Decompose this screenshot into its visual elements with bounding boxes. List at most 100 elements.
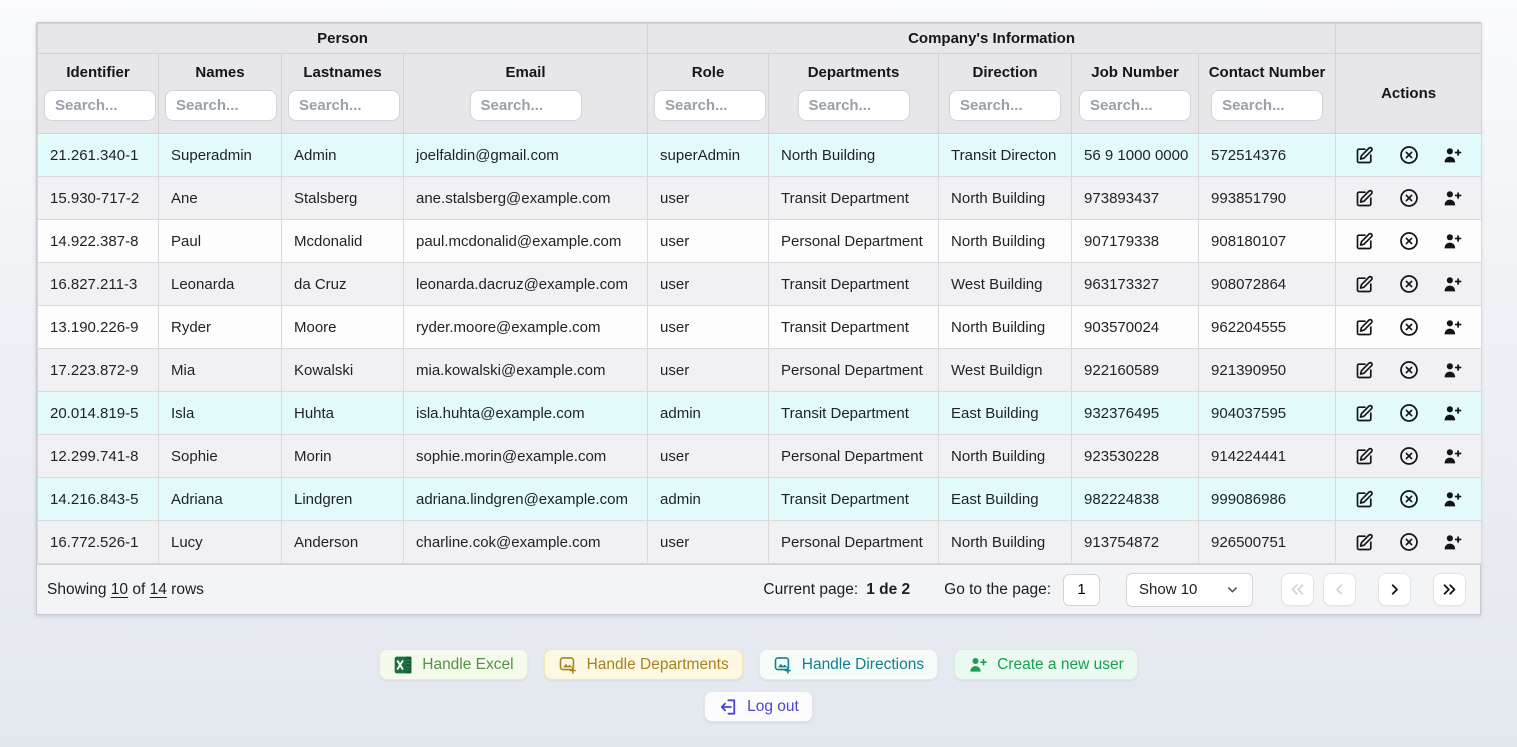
search-input-departments[interactable] [797, 90, 910, 121]
delete-user-button[interactable] [1396, 357, 1422, 383]
cell-email: isla.huhta@example.com [402, 391, 649, 435]
cell-names: Adriana [158, 477, 282, 521]
delete-user-button[interactable] [1396, 443, 1422, 469]
search-input-names[interactable] [165, 90, 277, 121]
logout-label: Log out [747, 697, 799, 715]
cell-names: Paul [158, 219, 282, 263]
x-circle-icon [1398, 275, 1420, 298]
cell-contact-number: 999086986 [1198, 477, 1337, 521]
search-input-lastnames[interactable] [288, 90, 400, 121]
user-plus-icon [1442, 319, 1463, 341]
add-user-row-button[interactable] [1440, 229, 1465, 254]
add-user-row-button[interactable] [1440, 487, 1465, 512]
cell-lastnames: da Cruz [281, 262, 404, 306]
delete-user-button[interactable] [1396, 400, 1422, 426]
table-row: 21.261.340-1 Superadmin Admin joelfaldin… [37, 133, 1483, 177]
edit-user-button[interactable] [1352, 487, 1377, 512]
image-plus-icon [558, 655, 578, 675]
handle-directions-button[interactable]: Handle Directions [758, 649, 939, 680]
goto-page-input[interactable] [1063, 573, 1100, 606]
cell-names: Leonarda [158, 262, 282, 306]
user-plus-icon [1442, 534, 1463, 556]
cell-actions [1335, 305, 1483, 349]
last-page-button[interactable] [1433, 573, 1466, 606]
column-header-names: Names [158, 53, 282, 134]
cell-contact-number: 962204555 [1198, 305, 1337, 349]
first-page-button[interactable] [1281, 573, 1314, 606]
cell-lastnames: Morin [281, 434, 404, 478]
column-label: Lastnames [303, 64, 382, 81]
add-user-row-button[interactable] [1440, 272, 1465, 297]
cell-departments: Transit Department [768, 262, 940, 306]
users-table-card: Person Company's Information Identifier … [36, 22, 1483, 615]
logout-button[interactable]: Log out [704, 691, 813, 722]
edit-user-button[interactable] [1352, 530, 1377, 555]
search-input-role[interactable] [654, 90, 767, 121]
cell-actions [1335, 348, 1483, 392]
delete-user-button[interactable] [1396, 142, 1422, 168]
page-size-value: Show 10 [1139, 581, 1198, 598]
cell-identifier: 20.014.819-5 [37, 391, 159, 435]
add-user-row-button[interactable] [1440, 186, 1465, 211]
user-plus-icon [1442, 147, 1463, 169]
handle-directions-label: Handle Directions [801, 655, 925, 673]
edit-user-button[interactable] [1352, 186, 1377, 211]
previous-page-button[interactable] [1323, 573, 1356, 606]
column-label: Email [505, 64, 546, 81]
cell-departments: Personal Department [768, 434, 940, 478]
delete-user-button[interactable] [1396, 271, 1422, 297]
cell-lastnames: Moore [281, 305, 404, 349]
add-user-row-button[interactable] [1440, 143, 1465, 168]
add-user-row-button[interactable] [1440, 401, 1465, 426]
column-header-job-number: Job Number [1071, 53, 1200, 134]
delete-user-button[interactable] [1396, 529, 1422, 555]
search-input-job-number[interactable] [1079, 90, 1192, 121]
edit-icon [1354, 189, 1375, 212]
edit-icon [1354, 275, 1375, 298]
next-page-button[interactable] [1378, 573, 1411, 606]
cell-email: leonarda.dacruz@example.com [402, 262, 649, 306]
search-input-contact-number[interactable] [1211, 90, 1324, 121]
edit-icon [1354, 361, 1375, 384]
edit-user-button[interactable] [1352, 444, 1377, 469]
add-user-row-button[interactable] [1440, 530, 1465, 555]
edit-user-button[interactable] [1352, 143, 1377, 168]
user-plus-icon [1442, 448, 1463, 470]
edit-user-button[interactable] [1352, 272, 1377, 297]
create-new-user-button[interactable]: Create a new user [954, 649, 1138, 680]
cell-contact-number: 908180107 [1198, 219, 1337, 263]
table-row: 16.827.211-3 Leonarda da Cruz leonarda.d… [37, 262, 1483, 306]
cell-identifier: 15.930-717-2 [37, 176, 159, 220]
add-user-row-button[interactable] [1440, 358, 1465, 383]
image-plus-icon [773, 655, 793, 675]
cell-email: ane.stalsberg@example.com [402, 176, 649, 220]
add-user-row-button[interactable] [1440, 315, 1465, 340]
edit-icon [1354, 318, 1375, 341]
search-input-identifier[interactable] [44, 90, 156, 121]
cell-departments: Transit Department [768, 477, 940, 521]
column-header-actions: Actions [1335, 53, 1483, 134]
delete-user-button[interactable] [1396, 486, 1422, 512]
delete-user-button[interactable] [1396, 314, 1422, 340]
edit-user-button[interactable] [1352, 229, 1377, 254]
user-plus-icon [1442, 233, 1463, 255]
edit-user-button[interactable] [1352, 358, 1377, 383]
handle-excel-button[interactable]: Handle Excel [379, 649, 528, 680]
cell-lastnames: Stalsberg [281, 176, 404, 220]
cell-direction: North Building [938, 520, 1073, 564]
column-label: Contact Number [1208, 64, 1326, 81]
search-input-direction[interactable] [949, 90, 1062, 121]
user-admin-page: Person Company's Information Identifier … [36, 22, 1483, 722]
x-circle-icon [1398, 318, 1420, 341]
edit-user-button[interactable] [1352, 401, 1377, 426]
search-input-email[interactable] [469, 90, 582, 121]
edit-user-button[interactable] [1352, 315, 1377, 340]
delete-user-button[interactable] [1396, 228, 1422, 254]
handle-departments-button[interactable]: Handle Departments [543, 649, 743, 680]
add-user-row-button[interactable] [1440, 444, 1465, 469]
page-size-select[interactable]: Show 10 [1126, 572, 1253, 607]
delete-user-button[interactable] [1396, 185, 1422, 211]
cell-contact-number: 993851790 [1198, 176, 1337, 220]
cell-job-number: 982224838 [1071, 477, 1200, 521]
cell-job-number: 903570024 [1071, 305, 1200, 349]
